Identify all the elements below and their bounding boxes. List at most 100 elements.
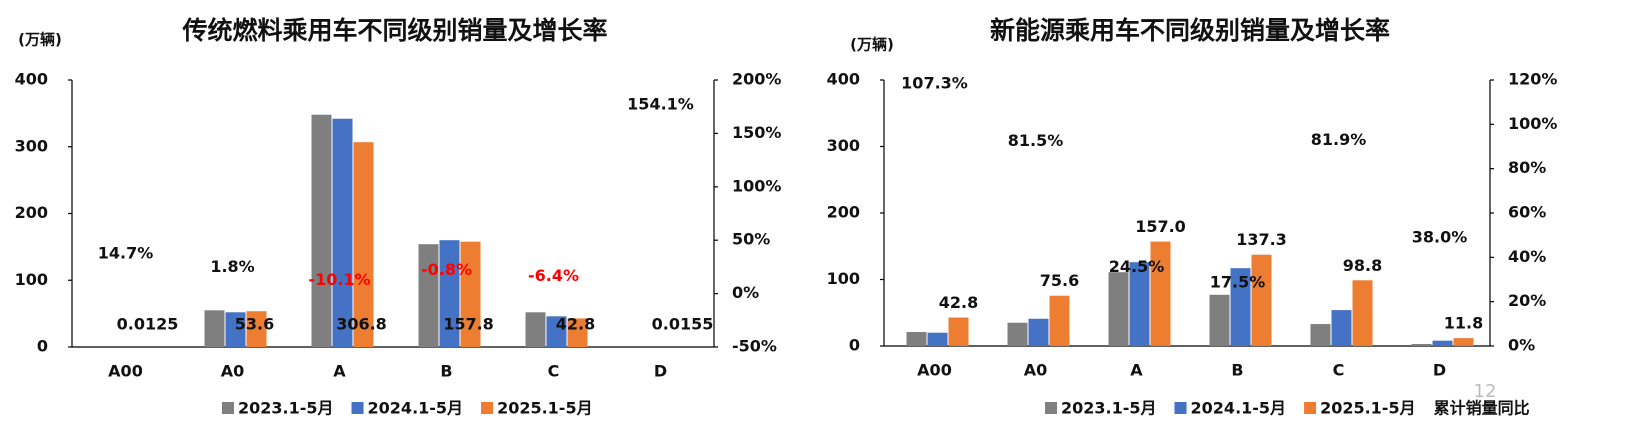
x-tick-label: A0 xyxy=(221,362,245,381)
growth-label: 107.3% xyxy=(901,74,968,93)
y-tick-label: 400 xyxy=(15,70,48,89)
y-tick-label: 0 xyxy=(849,336,860,355)
y2-tick-label: 20% xyxy=(1508,291,1546,310)
x-tick-label: A00 xyxy=(108,362,143,381)
x-tick-label: A00 xyxy=(917,361,952,380)
x-tick-label: A xyxy=(333,362,346,381)
growth-label: 154.1% xyxy=(627,95,694,114)
y-tick-label: 0 xyxy=(37,337,48,356)
chart-title: 传统燃料乘用车不同级别销量及增长率 xyxy=(181,16,607,45)
growth-point xyxy=(934,107,936,109)
growth-label: 24.5% xyxy=(1109,257,1165,276)
legend-swatch xyxy=(1045,402,1057,414)
y-axis-unit: (万辆) xyxy=(850,36,894,54)
bar xyxy=(1007,322,1028,346)
y-tick-label: 100 xyxy=(827,269,860,288)
page-number: 12 xyxy=(1474,381,1497,402)
growth-label: 81.5% xyxy=(1008,131,1064,150)
bar xyxy=(546,316,567,347)
bar xyxy=(1230,268,1251,346)
data-label: 157.8 xyxy=(443,315,494,334)
y2-tick-label: 120% xyxy=(1508,70,1557,89)
growth-label: 17.5% xyxy=(1210,273,1266,292)
growth-point xyxy=(1439,261,1441,263)
bar xyxy=(225,312,246,347)
data-label: 53.6 xyxy=(235,315,274,334)
y2-tick-label: -50% xyxy=(732,337,777,356)
bar xyxy=(1049,295,1070,346)
y2-tick-label: 80% xyxy=(1508,158,1546,177)
growth-label: 38.0% xyxy=(1412,227,1468,246)
y-axis-unit: (万辆) xyxy=(18,31,62,49)
y2-tick-label: 50% xyxy=(732,230,770,249)
growth-point xyxy=(125,277,127,279)
bar xyxy=(439,240,460,347)
data-label: 0.0125 xyxy=(117,315,179,334)
legend-swatch xyxy=(1304,402,1317,414)
bar xyxy=(927,332,948,346)
y-tick-label: 200 xyxy=(15,203,48,222)
bar xyxy=(353,142,374,347)
growth-point xyxy=(232,291,234,293)
y-tick-label: 300 xyxy=(15,136,48,155)
growth-label: -10.1% xyxy=(308,270,370,289)
x-tick-label: D xyxy=(654,362,667,381)
growth-point xyxy=(553,299,555,301)
x-tick-label: B xyxy=(1231,361,1243,380)
x-tick-label: C xyxy=(1333,361,1345,380)
bar xyxy=(1150,241,1171,346)
bar xyxy=(1209,294,1230,346)
y2-tick-label: 100% xyxy=(1508,114,1557,133)
data-label: 42.8 xyxy=(939,293,978,312)
x-tick-label: D xyxy=(1433,361,1446,380)
bar xyxy=(567,318,588,347)
bar xyxy=(1453,338,1474,346)
bar xyxy=(1432,340,1453,346)
legend-swatch xyxy=(222,402,234,414)
legend-label: 累计销量同比 xyxy=(1434,399,1530,418)
y2-tick-label: 150% xyxy=(732,123,781,142)
legend-label: 2023.1-5月 xyxy=(238,399,334,418)
bar xyxy=(332,118,353,347)
growth-label: 14.7% xyxy=(98,243,154,262)
bar xyxy=(1331,310,1352,346)
y2-tick-label: 60% xyxy=(1508,203,1546,222)
growth-point xyxy=(660,128,662,130)
x-tick-label: A0 xyxy=(1024,361,1048,380)
data-label: 42.8 xyxy=(556,315,595,334)
y-tick-label: 100 xyxy=(15,270,48,289)
bar xyxy=(906,332,927,346)
bar xyxy=(460,241,481,347)
data-label: 98.8 xyxy=(1343,256,1382,275)
bar xyxy=(246,311,267,347)
y2-tick-label: 100% xyxy=(732,176,781,195)
y2-tick-label: 0% xyxy=(732,283,759,302)
y2-tick-label: 0% xyxy=(1508,336,1535,355)
bar xyxy=(311,114,332,348)
growth-label: -0.8% xyxy=(421,260,472,279)
y-tick-label: 200 xyxy=(827,203,860,222)
y2-tick-label: 200% xyxy=(732,70,781,89)
bar xyxy=(1108,272,1129,346)
data-label: 75.6 xyxy=(1040,271,1079,290)
bar xyxy=(525,312,546,347)
growth-point xyxy=(1035,164,1037,166)
x-tick-label: B xyxy=(440,362,452,381)
legend-swatch xyxy=(481,402,494,414)
bar xyxy=(204,310,225,347)
legend-label: 2024.1-5月 xyxy=(368,399,464,418)
legend-label: 2024.1-5月 xyxy=(1191,399,1287,418)
x-tick-label: C xyxy=(548,362,560,381)
bar xyxy=(948,317,969,346)
legend-label: 2023.1-5月 xyxy=(1061,399,1157,418)
growth-point xyxy=(1338,163,1340,165)
bar xyxy=(1310,324,1331,346)
y-tick-label: 400 xyxy=(827,70,860,89)
growth-label: 1.8% xyxy=(210,257,254,276)
data-label: 306.8 xyxy=(336,315,387,334)
y-tick-label: 300 xyxy=(827,136,860,155)
data-label: 137.3 xyxy=(1236,230,1287,249)
chart-title: 新能源乘用车不同级别销量及增长率 xyxy=(990,16,1390,45)
bar xyxy=(1352,280,1373,346)
